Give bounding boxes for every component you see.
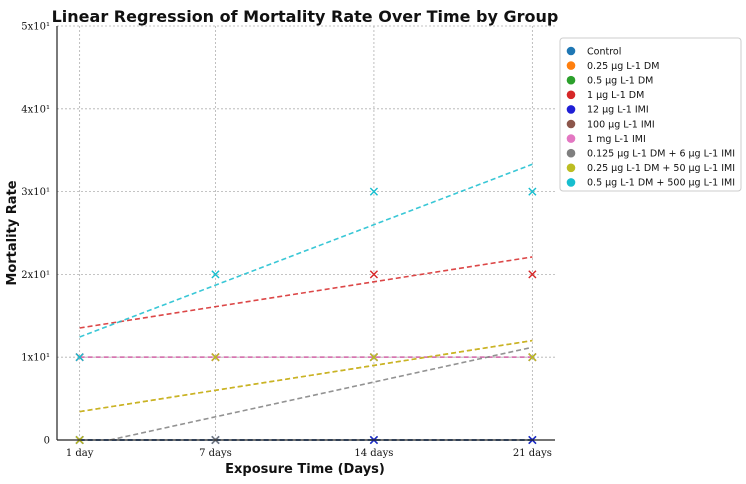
- legend-item: 12 μg L-1 IMI: [566, 105, 649, 116]
- legend-marker: [566, 75, 576, 85]
- legend-label: 0.5 μg L-1 DM: [587, 76, 653, 87]
- legend-label: 1 μg L-1 DM: [587, 90, 644, 101]
- y-tick-label: 0: [44, 436, 50, 447]
- legend-marker: [566, 61, 576, 70]
- legend-label: 0.5 μg L-1 DM + 500 μg L-1 IMI: [587, 178, 735, 189]
- legend-item: 100 μg L-1 IMI: [566, 119, 655, 130]
- data-point-stroke: [211, 353, 220, 362]
- legend-item: 0.125 μg L-1 DM + 6 μg L-1 IMI: [566, 148, 735, 160]
- legend-label: 0.25 μg L-1 DM: [587, 61, 659, 72]
- data-point: [369, 353, 379, 362]
- legend-label: 0.125 μg L-1 DM + 6 μg L-1 IMI: [587, 149, 735, 160]
- legend-item: 0.25 μg L-1 DM + 50 μg L-1 IMI: [566, 163, 735, 174]
- legend-item: 1 μg L-1 DM: [566, 90, 644, 101]
- data-point-stroke: [528, 270, 537, 279]
- legend-item: 0.25 μg L-1 DM: [566, 61, 659, 72]
- x-tick-label: 21 days: [513, 448, 552, 459]
- legend-box: [559, 37, 742, 192]
- axes: [56, 26, 555, 441]
- x-axis-label: Exposure Time (Days): [225, 462, 385, 477]
- legend-label: 0.25 μg L-1 DM + 50 μg L-1 IMI: [587, 163, 735, 174]
- x-tick-label: 7 days: [199, 448, 232, 459]
- legend-marker: [566, 119, 576, 129]
- regression-line: [79, 339, 533, 413]
- y-tick-label: 3x10¹: [21, 187, 50, 198]
- legend: Control 0.25 μg L-1 DM 0.5 μg L-1 DM 1 μg L…: [559, 37, 742, 192]
- x-tick-label: 14 days: [354, 448, 393, 459]
- data-point: [75, 353, 84, 362]
- legend-label: 100 μg L-1 IMI: [587, 119, 655, 130]
- regression-line: [109, 346, 533, 441]
- data-point: [528, 353, 537, 362]
- legend-label: 1 mg L-1 IMI: [587, 134, 646, 145]
- y-tick-label: 1x10¹: [21, 353, 50, 364]
- regression-line: [79, 256, 533, 329]
- y-tick-label: 2x10¹: [21, 270, 50, 281]
- legend-marker: [566, 178, 576, 187]
- legend-item: 0.5 μg L-1 DM: [566, 75, 653, 87]
- legend-label: Control: [587, 46, 621, 57]
- legend-items: Control 0.25 μg L-1 DM 0.5 μg L-1 DM 1 μg L…: [566, 46, 735, 189]
- data-point: [369, 187, 379, 196]
- data-point-stroke: [75, 353, 84, 362]
- data-point: [211, 353, 220, 362]
- data-point: [528, 187, 537, 196]
- data-point-stroke: [369, 353, 379, 362]
- data-point-stroke: [369, 187, 379, 196]
- legend-marker: [566, 105, 576, 114]
- legend-item: Control: [566, 46, 621, 57]
- legend-marker: [566, 163, 576, 173]
- legend-marker: [566, 148, 576, 158]
- regression-line: [79, 163, 533, 338]
- data-point-stroke: [528, 353, 537, 362]
- data-point: [369, 270, 379, 279]
- data-point-stroke: [211, 270, 220, 279]
- data-point: [211, 270, 220, 279]
- x-tick-label: 1 day: [66, 448, 94, 459]
- tick-labels: 0 1x10¹ 2x10¹ 3x10¹ 4x10¹ 5x10¹ 1 day 7 days 14 …: [21, 22, 552, 460]
- legend-marker: [566, 90, 576, 100]
- legend-marker: [566, 134, 576, 143]
- legend-item: 1 mg L-1 IMI: [566, 134, 646, 145]
- data-point-stroke: [528, 187, 537, 196]
- y-tick-label: 4x10¹: [21, 104, 50, 115]
- data-point: [528, 270, 537, 279]
- y-axis-label: Mortality Rate: [5, 180, 20, 285]
- legend-marker: [566, 46, 576, 56]
- legend-label: 12 μg L-1 IMI: [587, 105, 649, 116]
- chart-title: Linear Regression of Mortality Rate Over…: [52, 7, 559, 26]
- y-tick-label: 5x10¹: [21, 22, 50, 33]
- legend-item: 0.5 μg L-1 DM + 500 μg L-1 IMI: [566, 178, 735, 189]
- data-point-stroke: [369, 270, 379, 279]
